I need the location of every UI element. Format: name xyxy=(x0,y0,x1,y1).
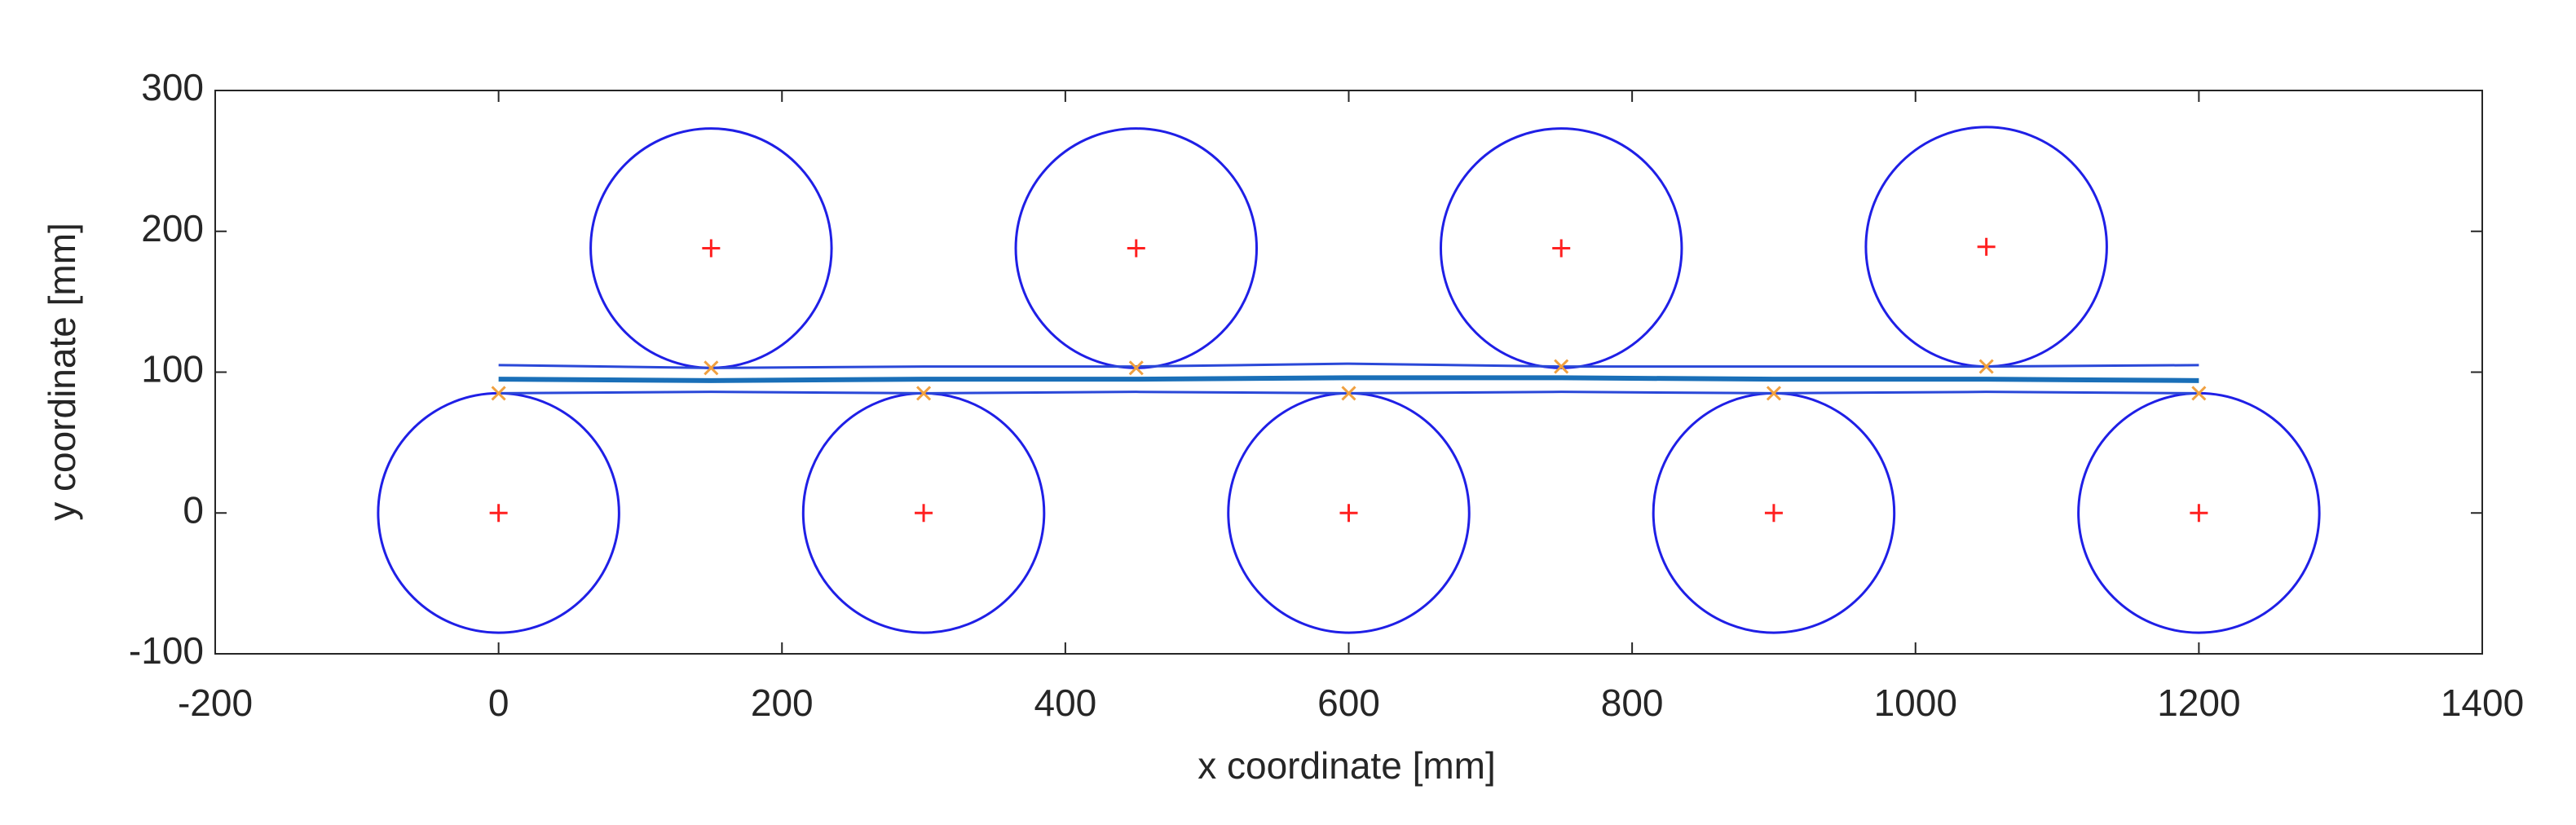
contact-point xyxy=(1341,386,1356,401)
contact-point xyxy=(915,386,932,401)
roller-center xyxy=(1552,239,1571,258)
x-tick-label: 0 xyxy=(488,682,509,724)
contact-point xyxy=(1128,360,1144,376)
x-tick-label: 1200 xyxy=(2157,682,2240,724)
x-axis-label: x coordinate [mm] xyxy=(1198,744,1496,787)
contact-point xyxy=(1766,386,1782,401)
contact-point xyxy=(1554,359,1569,374)
y-axis-label: y coordinate [mm] xyxy=(41,223,83,521)
roller-center xyxy=(1977,237,1996,256)
x-tick-label: 600 xyxy=(1317,682,1380,724)
roller-center xyxy=(702,239,721,258)
contact-point xyxy=(704,360,719,376)
y-tick-label: -100 xyxy=(129,629,204,672)
contact-point xyxy=(491,386,506,401)
plot-frame xyxy=(214,90,2483,655)
roller-center xyxy=(1339,504,1358,523)
roller-center xyxy=(1764,504,1783,523)
y-tick-label: 200 xyxy=(141,207,204,249)
x-tick-label: 800 xyxy=(1601,682,1664,724)
roller-center xyxy=(1127,239,1145,258)
y-tick-label: 0 xyxy=(183,488,204,531)
y-tick-label: 300 xyxy=(141,66,204,108)
strip-line xyxy=(498,362,2199,369)
strip-line xyxy=(498,375,2199,383)
x-tick-label: 1000 xyxy=(1874,682,1957,724)
x-tick-label: 400 xyxy=(1034,682,1097,724)
x-tick-label: 1400 xyxy=(2441,682,2524,724)
contact-point xyxy=(1978,359,1994,374)
roller-center xyxy=(915,504,933,523)
roller-center xyxy=(489,504,508,523)
roller-center xyxy=(2190,504,2208,523)
y-tick-label: 100 xyxy=(141,348,204,390)
contact-point xyxy=(2191,386,2207,401)
x-tick-label: 200 xyxy=(751,682,814,724)
x-tick-label: -200 xyxy=(178,682,253,724)
